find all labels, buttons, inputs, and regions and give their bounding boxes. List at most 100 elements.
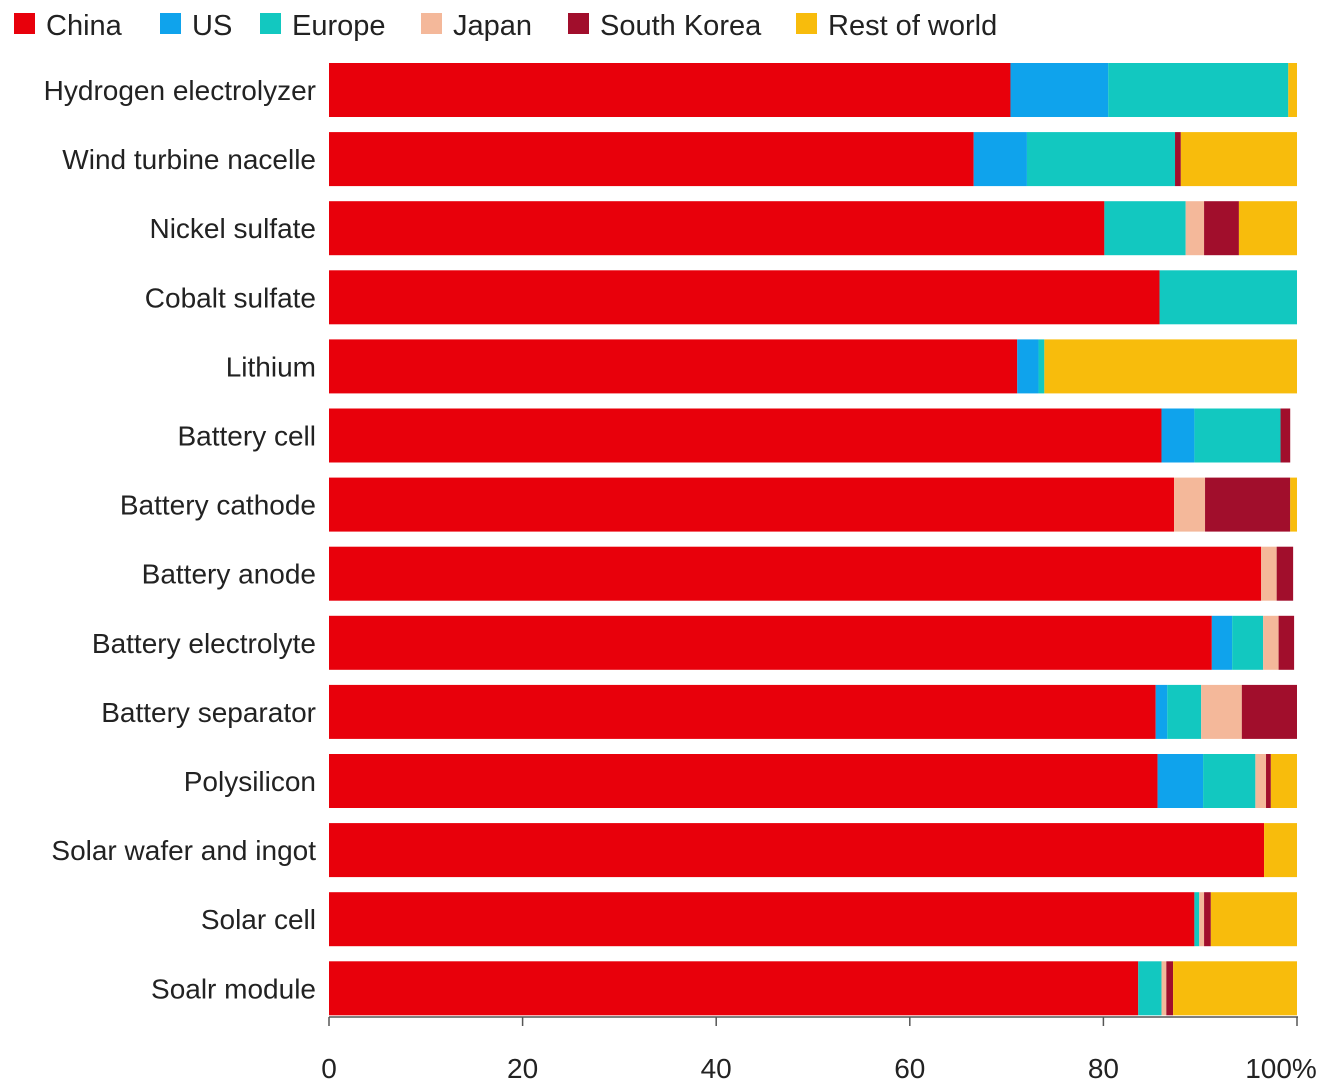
- bar-battery-cell-south-korea: [1280, 408, 1291, 463]
- bar-nickel-sulfate-south-korea: [1204, 201, 1239, 256]
- category-label-hydrogen-electrolyzer: Hydrogen electrolyzer: [44, 75, 316, 106]
- bar-polysilicon-south-korea: [1266, 754, 1271, 808]
- bar-soalr-module-japan: [1161, 961, 1167, 1016]
- bar-cobalt-sulfate-europe: [1159, 270, 1297, 325]
- category-label-polysilicon: Polysilicon: [184, 766, 316, 797]
- x-tick-label-0: 0: [321, 1053, 337, 1083]
- bar-row-solar-cell: [329, 892, 1297, 947]
- bar-solar-cell-europe: [1194, 892, 1200, 947]
- bar-row-solar-wafer-and-ingot: [329, 823, 1297, 878]
- bar-battery-electrolyte-us: [1211, 615, 1233, 670]
- bar-row-cobalt-sulfate: [329, 270, 1297, 325]
- legend-item-south-korea: South Korea: [568, 10, 762, 42]
- bar-polysilicon-us: [1157, 754, 1204, 808]
- legend-item-china: China: [14, 10, 123, 42]
- legend-item-japan: Japan: [421, 10, 532, 42]
- category-label-solar-wafer-and-ingot: Solar wafer and ingot: [51, 835, 316, 866]
- legend-item-rest-of-world: Rest of world: [796, 10, 997, 42]
- legend-label-china: China: [46, 10, 123, 42]
- category-label-solar-cell: Solar cell: [201, 904, 316, 935]
- category-label-soalr-module: Soalr module: [151, 973, 316, 1004]
- bar-wind-turbine-nacelle-europe: [1026, 132, 1176, 187]
- bar-battery-anode-south-korea: [1276, 546, 1294, 601]
- bar-soalr-module-europe: [1138, 961, 1162, 1016]
- bar-battery-anode-china: [329, 546, 1262, 601]
- legend-label-us: US: [192, 10, 232, 42]
- bar-battery-anode-japan: [1261, 546, 1277, 601]
- bar-polysilicon-japan: [1255, 754, 1267, 808]
- x-tick-label-3: 60: [894, 1053, 925, 1083]
- bar-wind-turbine-nacelle-rest-of-world: [1180, 132, 1297, 187]
- bar-battery-separator-us: [1155, 684, 1168, 739]
- bar-row-battery-separator: [329, 684, 1297, 739]
- category-label-nickel-sulfate: Nickel sulfate: [149, 213, 316, 244]
- bar-nickel-sulfate-europe: [1104, 201, 1186, 256]
- bar-polysilicon-china: [329, 754, 1158, 808]
- bar-hydrogen-electrolyzer-china: [329, 63, 1011, 117]
- legend-label-japan: Japan: [453, 10, 532, 42]
- x-tick-label-4: 80: [1088, 1053, 1119, 1083]
- legend-swatch-us: [160, 13, 181, 34]
- bar-row-nickel-sulfate: [329, 201, 1297, 256]
- bar-battery-cathode-japan: [1174, 477, 1206, 532]
- bar-battery-separator-japan: [1201, 684, 1242, 739]
- bar-row-battery-anode: [329, 546, 1294, 601]
- bar-row-battery-cathode: [329, 477, 1297, 532]
- bar-battery-electrolyte-china: [329, 615, 1212, 670]
- bar-battery-cathode-south-korea: [1205, 477, 1291, 532]
- bar-battery-separator-south-korea: [1241, 684, 1297, 739]
- category-label-battery-cell: Battery cell: [178, 421, 317, 452]
- bar-nickel-sulfate-china: [329, 201, 1105, 256]
- legend-label-south-korea: South Korea: [600, 10, 762, 42]
- bar-polysilicon-rest-of-world: [1270, 754, 1297, 808]
- category-label-lithium: Lithium: [226, 351, 316, 382]
- legend-swatch-japan: [421, 13, 442, 34]
- bar-cobalt-sulfate-china: [329, 270, 1160, 325]
- bar-row-polysilicon: [329, 754, 1297, 808]
- bar-soalr-module-south-korea: [1166, 961, 1174, 1016]
- bar-row-wind-turbine-nacelle: [329, 132, 1297, 187]
- category-labels: Hydrogen electrolyzer Wind turbine nacell…: [44, 75, 317, 1004]
- bar-row-soalr-module: [329, 961, 1297, 1016]
- legend-swatch-europe: [260, 13, 281, 34]
- bar-battery-electrolyte-south-korea: [1278, 615, 1295, 670]
- bar-soalr-module-rest-of-world: [1173, 961, 1297, 1016]
- bar-polysilicon-europe: [1203, 754, 1256, 808]
- legend-swatch-south-korea: [568, 13, 589, 34]
- bar-battery-cell-europe: [1194, 408, 1281, 463]
- bar-battery-cathode-rest-of-world: [1290, 477, 1297, 532]
- bar-battery-cathode-china: [329, 477, 1175, 532]
- bar-wind-turbine-nacelle-us: [973, 132, 1027, 187]
- bar-nickel-sulfate-rest-of-world: [1238, 201, 1297, 256]
- bar-lithium-europe: [1038, 339, 1045, 394]
- bar-solar-cell-south-korea: [1204, 892, 1211, 947]
- bar-battery-electrolyte-japan: [1263, 615, 1279, 670]
- legend-swatch-china: [14, 13, 35, 34]
- bar-wind-turbine-nacelle-china: [329, 132, 974, 187]
- category-label-battery-cathode: Battery cathode: [120, 490, 316, 521]
- bar-battery-cell-us: [1161, 408, 1195, 463]
- bar-battery-cell-china: [329, 408, 1162, 463]
- bar-row-battery-cell: [329, 408, 1291, 463]
- bar-lithium-us: [1017, 339, 1039, 394]
- bar-row-hydrogen-electrolyzer: [329, 63, 1297, 117]
- bar-hydrogen-electrolyzer-rest-of-world: [1288, 63, 1297, 117]
- legend-item-us: US: [160, 10, 232, 42]
- bar-lithium-china: [329, 339, 1018, 394]
- legend: China US Europe Japan South Korea Rest of wor…: [14, 10, 997, 42]
- category-label-wind-turbine-nacelle: Wind turbine nacelle: [62, 144, 316, 175]
- bar-battery-separator-europe: [1167, 684, 1202, 739]
- category-label-battery-electrolyte: Battery electrolyte: [92, 628, 316, 659]
- bar-row-battery-electrolyte: [329, 615, 1295, 670]
- bar-solar-cell-china: [329, 892, 1195, 947]
- legend-label-rest-of-world: Rest of world: [828, 10, 997, 42]
- x-tick-label-5: 100%: [1245, 1053, 1317, 1083]
- bar-battery-electrolyte-europe: [1232, 615, 1264, 670]
- bar-battery-separator-china: [329, 684, 1156, 739]
- category-label-cobalt-sulfate: Cobalt sulfate: [145, 282, 316, 313]
- bar-hydrogen-electrolyzer-europe: [1108, 63, 1289, 117]
- bar-soalr-module-china: [329, 961, 1139, 1016]
- bar-solar-wafer-and-ingot-rest-of-world: [1264, 823, 1297, 878]
- category-label-battery-separator: Battery separator: [101, 697, 316, 728]
- x-tick-label-2: 40: [701, 1053, 732, 1083]
